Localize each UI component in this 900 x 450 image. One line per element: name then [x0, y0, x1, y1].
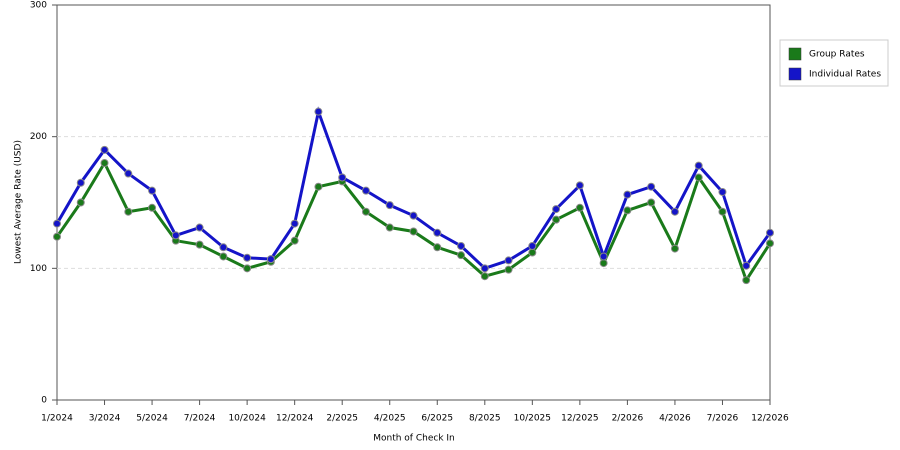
data-point — [694, 161, 703, 170]
data-point — [361, 207, 370, 216]
data-point — [53, 232, 61, 241]
data-point — [243, 253, 252, 262]
data-point — [575, 203, 584, 212]
legend-label: Individual Rates — [809, 70, 881, 80]
data-point — [647, 198, 656, 207]
data-point — [195, 240, 204, 249]
x-tick-label: 6/2025 — [421, 414, 453, 424]
data-point — [195, 223, 204, 232]
x-tick-label: 2/2025 — [326, 414, 358, 424]
data-point — [623, 206, 632, 215]
data-point — [457, 241, 466, 250]
data-point — [504, 256, 513, 265]
y-tick-label: 100 — [30, 264, 47, 274]
data-point — [575, 181, 584, 190]
legend-label: Group Rates — [809, 50, 865, 60]
data-point — [623, 190, 632, 199]
x-tick-label: 12/2025 — [561, 414, 598, 424]
data-point — [694, 173, 703, 182]
data-point — [76, 178, 85, 187]
x-tick-label: 7/2026 — [707, 414, 739, 424]
data-point — [433, 228, 442, 237]
data-point — [290, 236, 299, 245]
x-tick-label: 2/2026 — [612, 414, 644, 424]
data-point — [457, 251, 466, 260]
x-tick-label: 10/2024 — [228, 414, 266, 424]
data-point — [766, 239, 774, 248]
data-point — [504, 265, 513, 274]
data-point — [670, 207, 679, 216]
data-point — [338, 173, 347, 182]
data-point — [480, 272, 489, 281]
x-tick-label: 3/2024 — [89, 414, 121, 424]
data-point — [480, 264, 489, 273]
series-line — [55, 159, 772, 284]
data-point — [171, 231, 180, 240]
data-point — [528, 248, 537, 257]
x-tick-label: 12/2024 — [276, 414, 314, 424]
series-line — [55, 106, 772, 271]
data-point — [219, 252, 228, 261]
data-point — [290, 219, 299, 228]
x-tick-label: 10/2025 — [514, 414, 551, 424]
data-point — [100, 145, 109, 154]
data-point — [361, 186, 370, 195]
y-tick-label: 300 — [30, 1, 47, 11]
data-point — [219, 243, 228, 252]
data-point — [670, 244, 679, 253]
data-point — [385, 223, 394, 232]
data-point — [385, 201, 394, 210]
data-point — [314, 182, 323, 191]
data-point — [100, 159, 109, 167]
data-point — [243, 264, 252, 273]
data-point — [409, 211, 418, 220]
data-point — [528, 241, 537, 250]
y-tick-label: 0 — [41, 396, 47, 406]
data-point — [742, 261, 751, 270]
data-point — [599, 252, 608, 261]
data-point — [552, 215, 561, 224]
x-tick-label: 4/2026 — [659, 414, 691, 424]
data-point — [742, 276, 751, 285]
x-tick-label: 1/2024 — [41, 414, 73, 424]
data-point — [314, 107, 323, 116]
legend-swatch — [788, 67, 802, 81]
data-point — [718, 207, 727, 216]
y-axis-title: Lowest Average Rate (USD) — [14, 140, 24, 264]
data-point — [53, 219, 61, 228]
plot-frame — [56, 4, 771, 401]
data-point — [148, 203, 157, 212]
data-point — [76, 198, 85, 207]
x-tick-label: 7/2024 — [184, 414, 216, 424]
x-tick-label: 4/2025 — [374, 414, 406, 424]
data-point — [766, 228, 774, 237]
data-point — [124, 169, 133, 178]
x-axis-title: Month of Check In — [373, 434, 455, 444]
y-tick-label: 200 — [30, 132, 47, 142]
data-point — [266, 255, 275, 264]
data-point — [647, 182, 656, 191]
x-tick-label: 12/2026 — [751, 414, 789, 424]
data-point — [718, 187, 727, 196]
data-point — [148, 186, 157, 195]
data-point — [124, 207, 133, 216]
x-tick-label: 8/2025 — [469, 414, 501, 424]
legend-swatch — [788, 47, 802, 61]
data-point — [552, 205, 561, 214]
x-tick-label: 5/2024 — [136, 414, 168, 424]
data-point — [409, 227, 418, 236]
data-point — [433, 243, 442, 252]
